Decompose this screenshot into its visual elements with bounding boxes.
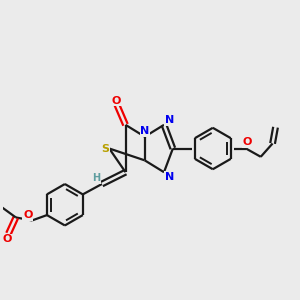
Text: O: O <box>112 96 121 106</box>
Text: N: N <box>165 172 174 182</box>
Text: O: O <box>2 234 12 244</box>
Text: O: O <box>243 137 252 147</box>
Text: H: H <box>92 173 101 183</box>
Text: O: O <box>23 210 32 220</box>
Text: N: N <box>165 116 174 125</box>
Text: S: S <box>102 143 110 154</box>
Text: N: N <box>140 126 149 136</box>
